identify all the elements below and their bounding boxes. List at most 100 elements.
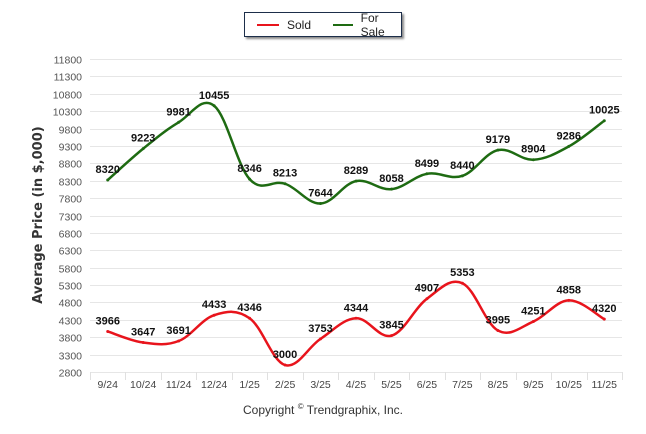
x-tick-label: 6/25	[417, 379, 438, 391]
x-tick-label: 3/25	[310, 379, 331, 391]
data-point	[248, 177, 252, 181]
data-point	[141, 341, 145, 345]
x-tick-label: 11/25	[592, 379, 618, 391]
data-label: 8499	[415, 158, 439, 170]
data-label: 3753	[308, 323, 332, 335]
data-point	[531, 320, 535, 324]
data-point	[425, 172, 429, 176]
y-tick-label: 9300	[59, 142, 83, 154]
data-point	[496, 148, 500, 152]
data-label: 3647	[131, 327, 155, 339]
x-tick-label: 9/25	[523, 379, 544, 391]
y-tick-label: 4800	[59, 298, 83, 310]
data-label: 4858	[557, 284, 581, 296]
x-axis-ticks: 9/24 10/24 11/24 12/24 1/25 2/25 3/25 4/25 5/25 6…	[90, 372, 623, 391]
data-label: 4433	[202, 299, 226, 311]
data-point	[496, 328, 500, 332]
y-tick-label: 8300	[59, 177, 83, 189]
data-point	[283, 182, 287, 186]
data-point	[177, 120, 181, 124]
data-label: 8058	[379, 173, 403, 185]
data-point	[283, 363, 287, 367]
data-label: 10455	[199, 90, 230, 102]
y-axis-label: Average Price (in $,000)	[31, 126, 46, 303]
data-label: 8320	[95, 164, 119, 176]
y-tick-label: 3800	[59, 333, 83, 345]
y-tick-label: 7300	[59, 212, 83, 224]
x-tick-label: 5/25	[381, 379, 402, 391]
y-tick-label: 6300	[59, 246, 83, 258]
data-label: 3845	[379, 320, 403, 332]
y-tick-label: 6800	[59, 229, 83, 241]
x-tick-label: 7/25	[452, 379, 473, 391]
x-tick-label: 8/25	[488, 379, 509, 391]
x-tick-label: 12/24	[201, 379, 227, 391]
data-point	[177, 339, 181, 343]
x-tick-label: 2/25	[275, 379, 296, 391]
data-label: 3966	[95, 315, 119, 327]
data-label: 9286	[557, 130, 581, 142]
y-tick-label: 11800	[54, 55, 83, 67]
data-point	[354, 179, 358, 183]
copyright-prefix: Copyright	[243, 403, 298, 417]
y-tick-label: 3300	[59, 351, 83, 363]
y-tick-label: 10800	[53, 90, 82, 102]
y-tick-label: 5300	[59, 281, 83, 293]
y-tick-label: 4300	[59, 316, 83, 328]
y-axis-ticks: 2800 3300 3800 4300 4800 5300 5800 6300 6800 7300…	[53, 55, 82, 380]
gridlines	[90, 59, 622, 373]
data-point	[602, 317, 606, 321]
data-point	[106, 329, 110, 333]
copyright-symbol: ©	[297, 402, 304, 411]
data-point	[106, 178, 110, 182]
data-point	[460, 281, 464, 285]
data-point	[460, 174, 464, 178]
series-lines	[106, 101, 606, 367]
data-label: 4346	[237, 302, 261, 314]
legend-swatch-for-sale	[333, 23, 353, 26]
data-label: 10025	[589, 105, 620, 117]
data-label: 8440	[450, 160, 474, 172]
data-label: 9223	[131, 133, 155, 145]
x-tick-label: 1/25	[239, 379, 260, 391]
copyright-suffix: Trendgraphix, Inc.	[303, 403, 403, 417]
legend-label: For Sale	[360, 10, 385, 39]
data-point	[354, 316, 358, 320]
data-point	[319, 202, 323, 206]
data-point	[602, 119, 606, 123]
data-point	[389, 187, 393, 191]
y-tick-label: 5800	[59, 264, 83, 276]
data-label: 8904	[521, 144, 546, 156]
data-label: 3995	[486, 314, 510, 326]
y-tick-label: 11300	[54, 72, 83, 84]
data-label: 4344	[344, 302, 369, 314]
data-point	[389, 334, 393, 338]
data-label: 7644	[308, 188, 333, 200]
data-label: 4907	[415, 283, 439, 295]
legend-item-sold[interactable]: Sold	[257, 18, 311, 32]
legend-item-for-sale[interactable]: For Sale	[333, 11, 401, 39]
legend: Sold For Sale	[244, 11, 402, 39]
data-label: 9981	[166, 106, 190, 118]
y-tick-label: 2800	[59, 368, 83, 380]
data-label: 4251	[521, 306, 545, 318]
data-point	[141, 147, 145, 151]
y-tick-label: 9800	[59, 125, 83, 137]
y-tick-label: 7800	[59, 194, 83, 206]
data-point	[212, 313, 216, 317]
legend-label: Sold	[287, 17, 312, 32]
data-point	[212, 104, 216, 108]
data-label: 8289	[344, 165, 368, 177]
data-label: 5353	[450, 267, 474, 279]
series-line-sold	[107, 280, 605, 367]
data-point	[248, 316, 252, 320]
data-point	[319, 337, 323, 341]
data-label: 4320	[592, 303, 616, 315]
data-label: 8213	[273, 168, 297, 180]
x-tick-label: 4/25	[346, 379, 367, 391]
data-label: 9179	[486, 134, 510, 146]
data-label: 8346	[237, 163, 261, 175]
data-point	[567, 144, 571, 148]
data-labels: 3966 3647 3691 4433 4346 3000 3753 4344 3845 4907…	[95, 90, 619, 361]
